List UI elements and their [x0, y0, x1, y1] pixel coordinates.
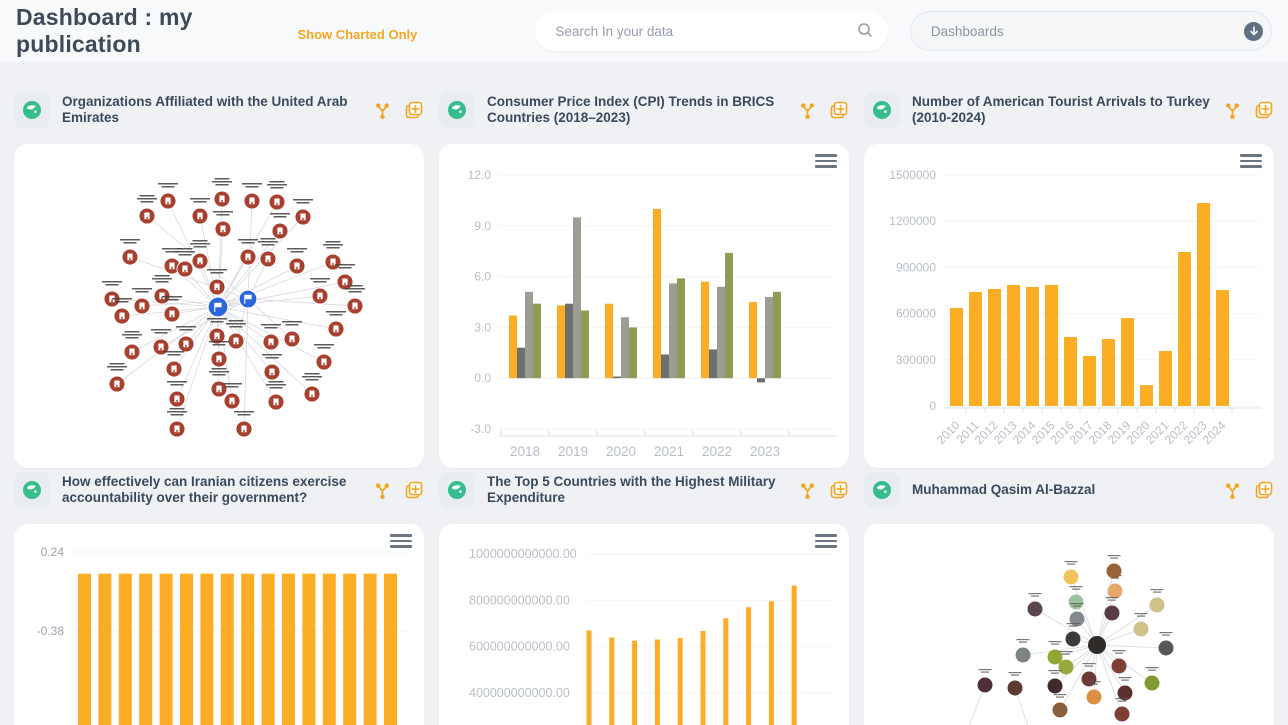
panel-title: Muhammad Qasim Al-Bazzal — [912, 481, 1096, 497]
svg-text:400000000000.00: 400000000000.00 — [469, 686, 570, 700]
svg-text:-3.0: -3.0 — [470, 422, 491, 436]
panel-military-chart: The Top 5 Countries with the Highest Mil… — [439, 468, 849, 725]
panel-cpi-chart: Consumer Price Index (CPI) Trends in BRI… — [439, 88, 849, 468]
chevron-down-icon — [1249, 26, 1258, 36]
search-input[interactable] — [535, 23, 888, 39]
add-to-dashboard-button[interactable] — [1254, 480, 1274, 500]
svg-text:2020: 2020 — [606, 444, 636, 459]
panel-title: Consumer Price Index (CPI) Trends in BRI… — [487, 93, 775, 125]
svg-text:1000000000000.00: 1000000000000.00 — [469, 547, 577, 561]
turkey-bar-chart[interactable]: 1500000120000090000060000030000002010201… — [864, 144, 1274, 468]
svg-text:2021: 2021 — [654, 444, 684, 459]
panel-title: The Top 5 Countries with the Highest Mil… — [487, 473, 776, 505]
svg-text:1500000: 1500000 — [889, 168, 936, 182]
svg-text:900000: 900000 — [896, 260, 936, 274]
chart-menu-button[interactable] — [1240, 154, 1262, 171]
svg-text:2024: 2024 — [1200, 418, 1229, 447]
svg-text:2022: 2022 — [702, 444, 732, 459]
dashboard-grid: Organizations Affiliated with the United… — [0, 62, 1288, 725]
panel-title: Number of American Tourist Arrivals to T… — [912, 93, 1210, 125]
graph-view-button[interactable] — [798, 481, 817, 500]
chart-menu-button[interactable] — [815, 534, 837, 551]
svg-text:-0.38: -0.38 — [37, 624, 65, 638]
svg-text:300000: 300000 — [896, 353, 936, 367]
svg-text:3.0: 3.0 — [474, 320, 491, 334]
svg-text:9.0: 9.0 — [474, 219, 491, 233]
chart-menu-button[interactable] — [815, 154, 837, 171]
globe-icon — [864, 92, 900, 128]
panel-iran-chart: How effectively can Iranian citizens exe… — [14, 468, 424, 725]
svg-text:600000: 600000 — [896, 307, 936, 321]
add-to-dashboard-button[interactable] — [404, 100, 424, 120]
bazzal-network-graph[interactable] — [864, 524, 1274, 725]
graph-view-button[interactable] — [373, 101, 392, 120]
svg-text:2019: 2019 — [558, 444, 588, 459]
svg-text:0: 0 — [929, 399, 936, 413]
panel-turkey-chart: Number of American Tourist Arrivals to T… — [864, 88, 1274, 468]
page-title: Dashboard : my publication — [16, 4, 193, 57]
add-to-dashboard-button[interactable] — [404, 480, 424, 500]
graph-view-button[interactable] — [798, 101, 817, 120]
graph-view-button[interactable] — [1223, 481, 1242, 500]
dashboards-dropdown-button[interactable] — [1244, 21, 1263, 41]
dashboards-select[interactable]: Dashboards — [909, 11, 1272, 51]
globe-icon — [864, 472, 900, 508]
svg-text:1200000: 1200000 — [889, 214, 936, 228]
svg-text:12.0: 12.0 — [468, 168, 492, 182]
add-to-dashboard-button[interactable] — [829, 480, 849, 500]
svg-text:0.24: 0.24 — [41, 545, 65, 559]
panel-bazzal-network: Muhammad Qasim Al-Bazzal — [864, 468, 1274, 725]
cpi-bar-chart[interactable]: 12.0 9.0 6.0 3.0 0.0 -3.0 2018 2019 2020 2021 2022… — [439, 144, 849, 468]
globe-icon — [14, 472, 50, 508]
globe-icon — [14, 92, 50, 128]
chart-menu-button[interactable] — [390, 534, 412, 551]
graph-view-button[interactable] — [373, 481, 392, 500]
globe-icon — [439, 92, 475, 128]
svg-text:6.0: 6.0 — [474, 270, 491, 284]
show-charted-only-link[interactable]: Show Charted Only — [297, 26, 418, 42]
top-header: Dashboard : my publication Show Charted … — [0, 0, 1288, 62]
iran-bar-chart[interactable]: 0.24 -0.38 — [14, 524, 424, 725]
svg-text:0.0: 0.0 — [474, 371, 491, 385]
globe-icon — [439, 472, 475, 508]
search-box[interactable] — [535, 11, 888, 51]
panel-title: Organizations Affiliated with the United… — [62, 93, 348, 125]
add-to-dashboard-button[interactable] — [1254, 100, 1274, 120]
uae-network-graph[interactable] — [14, 144, 424, 468]
dashboards-select-label: Dashboards — [930, 23, 1004, 39]
svg-text:800000000000.00: 800000000000.00 — [469, 593, 570, 607]
military-bar-chart[interactable]: 1000000000000.00 800000000000.00 600000000… — [439, 524, 849, 725]
add-to-dashboard-button[interactable] — [829, 100, 849, 120]
panel-title: How effectively can Iranian citizens exe… — [62, 473, 347, 505]
search-icon[interactable] — [856, 21, 874, 44]
graph-view-button[interactable] — [1223, 101, 1242, 120]
svg-text:2018: 2018 — [510, 444, 540, 459]
svg-text:2023: 2023 — [750, 444, 780, 459]
panel-uae-network: Organizations Affiliated with the United… — [14, 88, 424, 468]
svg-text:600000000000.00: 600000000000.00 — [469, 640, 570, 654]
